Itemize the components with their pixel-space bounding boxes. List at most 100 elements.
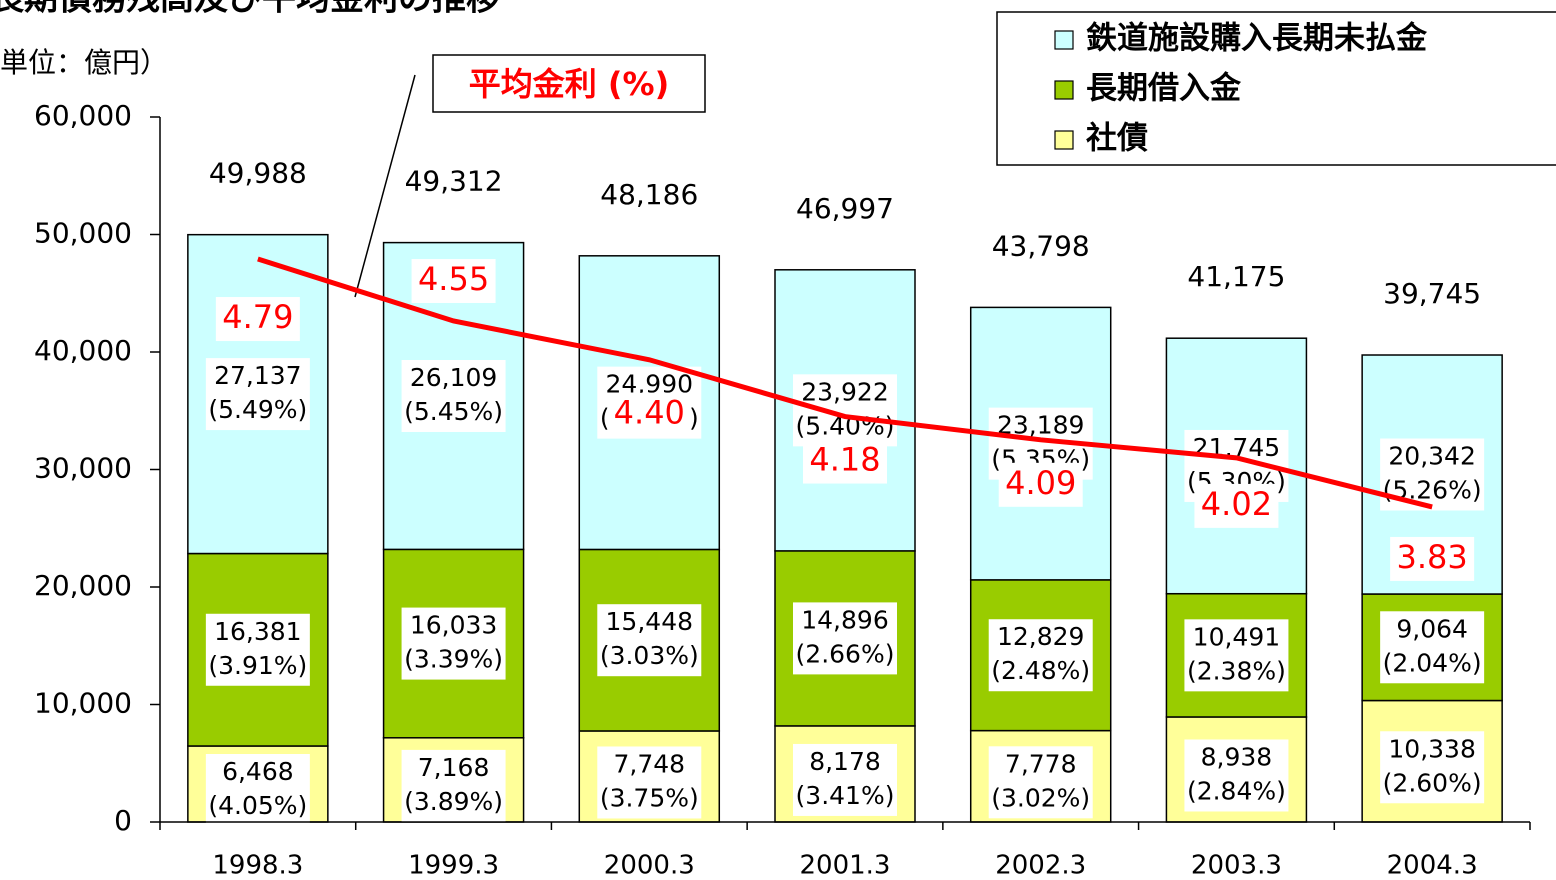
rate-value-label: 4.18 (809, 441, 880, 479)
x-tick-label: 2000.3 (604, 851, 695, 880)
rate-label: (2.66%) (796, 639, 895, 668)
value-label: 12,829 (997, 622, 1084, 651)
rate-value-label: 4.79 (222, 298, 293, 336)
label-bg (793, 374, 897, 447)
y-tick-label: 30,000 (34, 452, 132, 485)
total-label: 43,798 (992, 229, 1090, 262)
annotation: 平均金利 (%) (469, 65, 669, 103)
rate-label: (3.89%) (404, 787, 503, 816)
label-bg (1184, 739, 1289, 812)
value-label: 7,748 (613, 749, 685, 778)
y-tick-label: 10,000 (34, 687, 132, 720)
label-bg (597, 746, 702, 819)
x-tick-label: 1999.3 (408, 851, 499, 880)
x-tick-label: 1998.3 (212, 851, 303, 880)
total-label: 49,312 (405, 165, 503, 198)
x-tick-label: 2001.3 (800, 851, 891, 880)
rate-label: (5.49%) (208, 395, 307, 424)
value-label: 20,342 (1388, 442, 1475, 471)
value-label: 23,922 (801, 377, 888, 406)
rate-label: (3.39%) (404, 645, 503, 674)
value-label: 15,448 (606, 607, 693, 636)
x-tick-label: 2003.3 (1191, 851, 1282, 880)
value-label: 8,938 (1201, 742, 1273, 771)
rate-label: (3.75%) (600, 783, 699, 812)
chart-title: 長期債務残高及び平均金利の推移 (0, 0, 500, 19)
rate-bg (411, 259, 496, 304)
label-bg (1380, 731, 1485, 804)
rate-label: (3.03%) (600, 641, 699, 670)
y-tick-label: 0 (114, 804, 132, 837)
value-label: 26,109 (410, 363, 497, 392)
rate-bg (803, 439, 887, 484)
rate-label: (2.38%) (1187, 656, 1286, 685)
legend-swatch (1054, 130, 1074, 150)
legend-swatch (1054, 30, 1074, 50)
rate-value-label: 3.83 (1397, 538, 1468, 576)
legend-label: 社債 (1086, 121, 1148, 157)
x-tick-label: 2004.3 (1387, 851, 1478, 880)
rate-label: (2.48%) (991, 656, 1090, 685)
label-bg (1184, 619, 1289, 692)
y-tick-label: 50,000 (34, 217, 132, 250)
total-label: 49,988 (209, 157, 307, 190)
total-label: 39,745 (1383, 277, 1481, 310)
legend-label: 鉄道施設購入長期未払金 (1086, 21, 1428, 57)
y-tick-label: 60,000 (34, 99, 132, 132)
x-tick-label: 2002.3 (995, 851, 1086, 880)
label-bg (401, 607, 506, 680)
legend-label: 長期借入金 (1086, 71, 1242, 107)
annotation-box (432, 54, 706, 113)
total-label: 46,997 (796, 192, 894, 225)
label-bg (988, 746, 1093, 819)
label-bg (205, 358, 310, 431)
label-bg (1380, 611, 1485, 684)
value-label: 16,033 (410, 611, 497, 640)
legend-swatch (1054, 80, 1074, 100)
total-label: 48,186 (600, 178, 698, 211)
rate-label: (2.04%) (1383, 648, 1482, 677)
rate-line (257, 256, 1433, 510)
leader-line (354, 74, 416, 298)
rate-label: (3.91%) (208, 651, 307, 680)
rate-bg (1390, 536, 1475, 581)
rate-value-label: 4.55 (418, 260, 489, 298)
rate-bg (215, 297, 300, 342)
value-label: 16,381 (214, 617, 301, 646)
legend-box (996, 11, 1556, 166)
y-tick-label: 40,000 (34, 334, 132, 367)
rate-bg (1194, 483, 1279, 528)
value-label: 9,064 (1396, 614, 1468, 643)
total-label: 41,175 (1187, 260, 1285, 293)
rate-label: (5.45%) (404, 397, 503, 426)
label-bg (988, 619, 1093, 692)
rate-label: (2.60%) (1383, 768, 1482, 797)
unit-label: （単位：億円） (0, 46, 168, 79)
rate-label: (3.02%) (991, 783, 1090, 812)
value-label: 10,491 (1193, 622, 1280, 651)
label-bg (205, 754, 310, 827)
value-label: 6,468 (222, 757, 294, 786)
label-bg (793, 602, 897, 675)
label-bg (401, 749, 506, 822)
rate-value-label: 4.40 (614, 394, 685, 432)
value-label: 14,896 (801, 605, 888, 634)
rate-value-label: 4.09 (1005, 464, 1076, 502)
rate-bg (607, 392, 692, 437)
value-label: 7,778 (1005, 749, 1077, 778)
rate-value-label: 4.02 (1201, 485, 1272, 523)
value-label: 7,168 (418, 753, 490, 782)
rate-label: (3.41%) (796, 781, 895, 810)
value-label: 10,338 (1388, 734, 1475, 763)
value-label: 8,178 (809, 747, 881, 776)
rate-label: (2.84%) (1187, 776, 1286, 805)
rate-bg (998, 462, 1083, 507)
value-label: 27,137 (214, 361, 301, 390)
y-tick-label: 20,000 (34, 569, 132, 602)
label-bg (401, 359, 506, 432)
label-bg (205, 613, 310, 686)
rate-label: (4.05%) (208, 791, 307, 820)
label-bg (793, 743, 897, 816)
label-bg (597, 604, 702, 677)
